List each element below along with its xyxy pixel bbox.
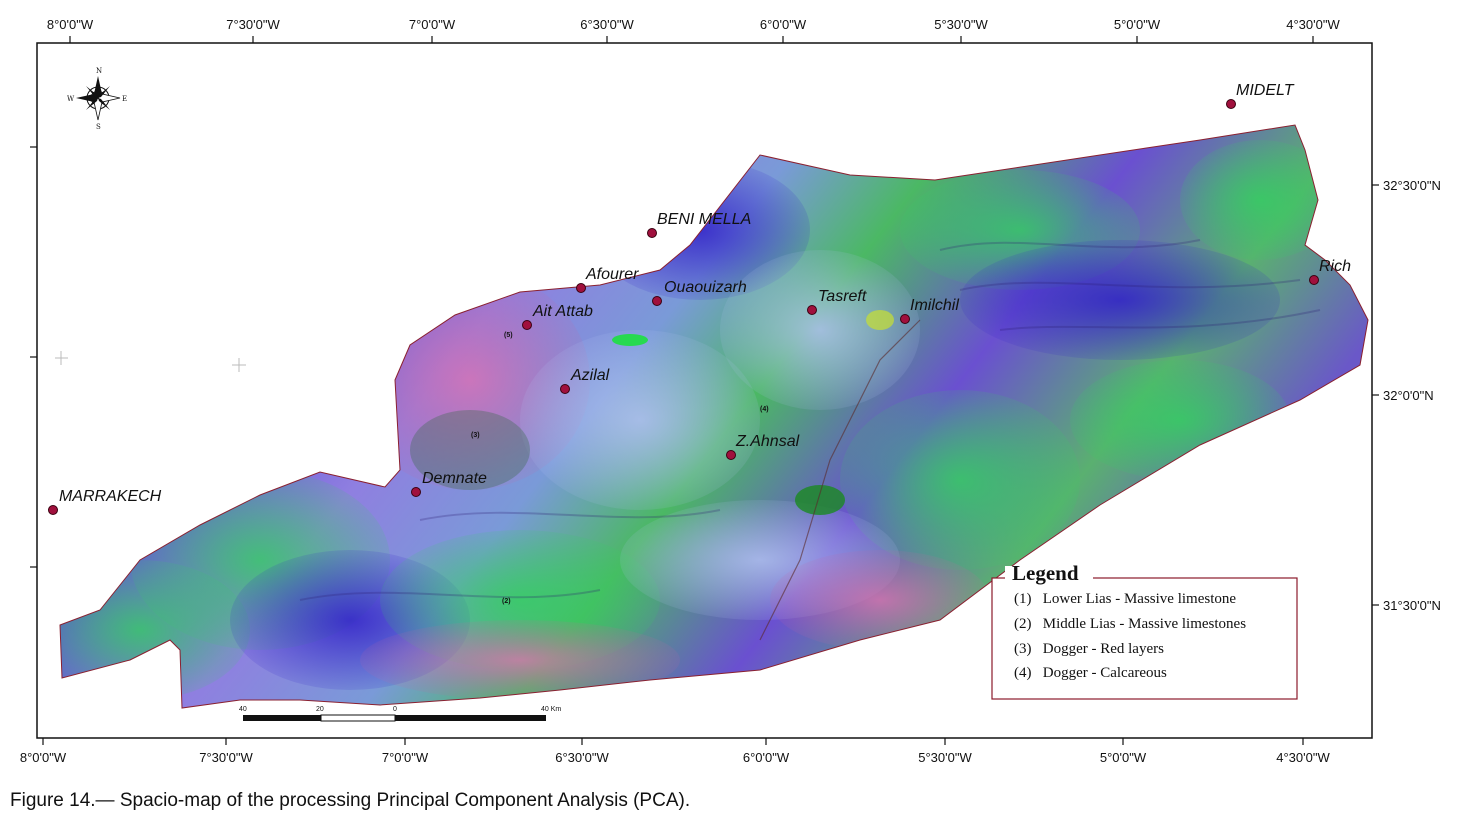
top-tick-label: 8°0'0"W: [47, 17, 94, 32]
city-label: MIDELT: [1236, 82, 1295, 99]
city-label: MARRAKECH: [59, 488, 162, 505]
city-rich: Rich: [1309, 258, 1351, 285]
legend-item-2: (2) Middle Lias - Massive limestones: [1014, 616, 1246, 632]
city-afourer: Afourer: [576, 266, 639, 293]
top-longitude-axis: 8°0'0"W 7°30'0"W 7°0'0"W 6°30'0"W 6°0'0"W 5°3…: [47, 17, 1340, 43]
unit-marker-5: (5): [504, 332, 513, 339]
city-marker-icon: [807, 305, 817, 315]
bottom-tick-label: 7°30'0"W: [199, 750, 253, 765]
compass-n: N: [96, 67, 102, 75]
city-marker-icon: [647, 228, 657, 238]
lat-tick-label: 31°30'0"N: [1383, 598, 1441, 613]
city-label: Tasreft: [818, 288, 867, 305]
legend-box: [991, 577, 1298, 700]
bottom-tick-label: 5°30'0"W: [918, 750, 972, 765]
lat-tick-label: 32°30'0"N: [1383, 178, 1441, 193]
city-marker-icon: [652, 296, 662, 306]
city-ait-attab: Ait Attab: [522, 303, 593, 330]
bottom-longitude-axis: 8°0'0"W 7°30'0"W 7°0'0"W 6°30'0"W 6°0'0"W 5°3…: [20, 738, 1330, 765]
city-label: Ait Attab: [532, 303, 593, 320]
city-marker-icon: [900, 314, 910, 324]
city-tasreft: Tasreft: [807, 288, 867, 315]
bottom-tick-label: 8°0'0"W: [20, 750, 67, 765]
scale-label-40km: 40 Km: [541, 706, 561, 713]
unit-marker-3: (3): [471, 432, 480, 439]
legend-item-4: (4) Dogger - Calcareous: [1014, 665, 1167, 681]
latitude-axis: 32°30'0"N 32°0'0"N 31°30'0"N: [30, 146, 1441, 613]
city-marker-icon: [576, 283, 586, 293]
top-tick-label: 6°30'0"W: [580, 17, 634, 32]
city-label: Imilchil: [910, 297, 959, 314]
city-marker-icon: [726, 450, 736, 460]
scale-bar: 40 20 0 40 Km: [239, 706, 561, 722]
lat-tick-label: 32°0'0"N: [1383, 388, 1434, 403]
city-label: BENI MELLA: [657, 211, 751, 228]
top-tick-label: 5°0'0"W: [1114, 17, 1161, 32]
scale-label-0: 0: [393, 706, 397, 713]
city-demnate: Demnate: [411, 470, 487, 497]
top-tick-label: 7°0'0"W: [409, 17, 456, 32]
legend-title: Legend: [1012, 561, 1079, 585]
city-marker-icon: [560, 384, 570, 394]
legend-item-1: (1) Lower Lias - Massive limestone: [1014, 591, 1236, 607]
legend-item-3: (3) Dogger - Red layers: [1014, 641, 1164, 657]
scale-label-20: 20: [316, 706, 324, 713]
city-imilchil: Imilchil: [900, 297, 959, 324]
city-azilal: Azilal: [560, 367, 610, 394]
city-marrakech: MARRAKECH: [48, 488, 162, 515]
bottom-tick-label: 6°30'0"W: [555, 750, 609, 765]
city-beni-mella: BENI MELLA: [647, 211, 751, 238]
legend: Legend (1) Lower Lias - Massive limeston…: [991, 561, 1298, 700]
compass-e: E: [122, 95, 127, 103]
city-marker-icon: [411, 487, 421, 497]
figure-caption: Figure 14.— Spacio-map of the processing…: [10, 790, 691, 811]
city-z-ahnsal: Z.Ahnsal: [726, 433, 800, 460]
bottom-tick-label: 7°0'0"W: [382, 750, 429, 765]
compass-s: S: [96, 123, 101, 131]
top-tick-label: 5°30'0"W: [934, 17, 988, 32]
city-midelt: MIDELT: [1226, 82, 1295, 109]
top-tick-label: 4°30'0"W: [1286, 17, 1340, 32]
city-marker-icon: [48, 505, 58, 515]
bottom-tick-label: 6°0'0"W: [743, 750, 790, 765]
city-marker-icon: [1226, 99, 1236, 109]
top-tick-label: 6°0'0"W: [760, 17, 807, 32]
top-tick-label: 7°30'0"W: [226, 17, 280, 32]
city-label: Ouaouizarh: [664, 279, 747, 296]
compass-w: W: [67, 95, 75, 103]
compass-rose-icon: N S E W: [67, 67, 127, 131]
bottom-tick-label: 4°30'0"W: [1276, 750, 1330, 765]
city-marker-icon: [1309, 275, 1319, 285]
city-label: Rich: [1319, 258, 1351, 275]
city-label: Z.Ahnsal: [735, 433, 800, 450]
city-label: Demnate: [422, 470, 487, 487]
city-marker-icon: [522, 320, 532, 330]
bottom-tick-label: 5°0'0"W: [1100, 750, 1147, 765]
unit-marker-2: (2): [502, 598, 511, 605]
city-ouaouizarh: Ouaouizarh: [652, 279, 747, 306]
grid-crosses: [55, 351, 246, 372]
city-label: Afourer: [585, 266, 639, 283]
region-outline: [59, 124, 1369, 709]
city-label: Azilal: [570, 367, 610, 384]
unit-marker-4: (4): [760, 406, 769, 413]
scale-label-40: 40: [239, 706, 247, 713]
